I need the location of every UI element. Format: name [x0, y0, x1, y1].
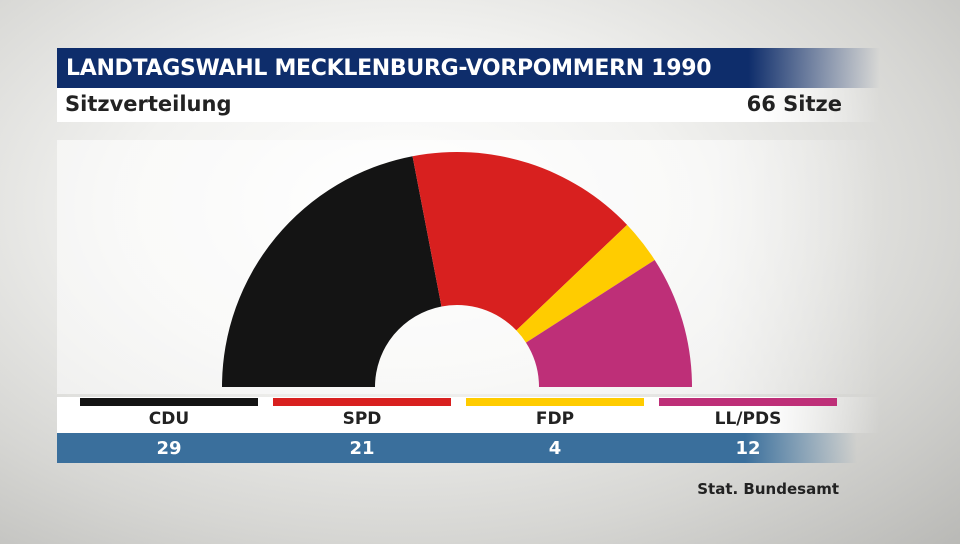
- value-label-fdp: 4: [548, 438, 562, 459]
- legend-swatch-fdp: [466, 398, 644, 406]
- values-row: 29 21 4 12: [57, 433, 857, 463]
- legend-swatch-llpds: [659, 398, 837, 406]
- legend-label-spd: SPD: [342, 409, 382, 429]
- legend-swatch-spd: [273, 398, 451, 406]
- value-label-cdu: 29: [156, 438, 182, 459]
- seat-segment-spd: [412, 152, 628, 331]
- title-bar: LANDTAGSWAHL MECKLENBURG-VORPOMMERN 1990: [57, 48, 880, 88]
- legend: CDU SPD FDP LL/PDS: [57, 397, 880, 433]
- total-seats: 66 Sitze: [746, 92, 842, 116]
- value-label-llpds: 12: [735, 438, 761, 459]
- chart-subtitle: Sitzverteilung: [65, 92, 232, 116]
- subtitle-bar: Sitzverteilung 66 Sitze: [57, 88, 880, 122]
- legend-swatch-cdu: [80, 398, 258, 406]
- value-label-spd: 21: [349, 438, 375, 459]
- seat-segment-cdu: [222, 156, 442, 387]
- legend-item-spd: SPD: [273, 397, 451, 433]
- source-note: Stat. Bundesamt: [697, 480, 839, 498]
- chart-title: LANDTAGSWAHL MECKLENBURG-VORPOMMERN 1990: [66, 56, 712, 81]
- seat-segment-fdp: [516, 224, 655, 343]
- legend-label-cdu: CDU: [148, 409, 190, 429]
- legend-item-cdu: CDU: [80, 397, 258, 433]
- seat-segment-llpds: [525, 259, 692, 387]
- legend-label-fdp: FDP: [535, 409, 575, 429]
- legend-label-llpds: LL/PDS: [714, 409, 782, 429]
- legend-item-fdp: FDP: [466, 397, 644, 433]
- legend-item-llpds: LL/PDS: [659, 397, 837, 433]
